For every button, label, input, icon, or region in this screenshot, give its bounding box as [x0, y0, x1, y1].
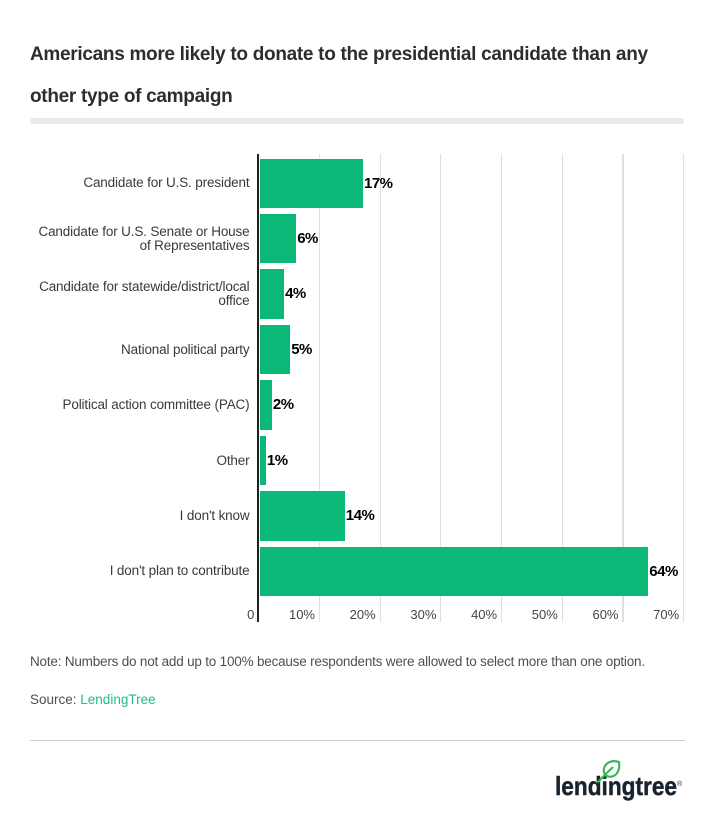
svg-text:lendingtree: lendingtree	[555, 771, 677, 801]
svg-text:®: ®	[677, 780, 683, 788]
